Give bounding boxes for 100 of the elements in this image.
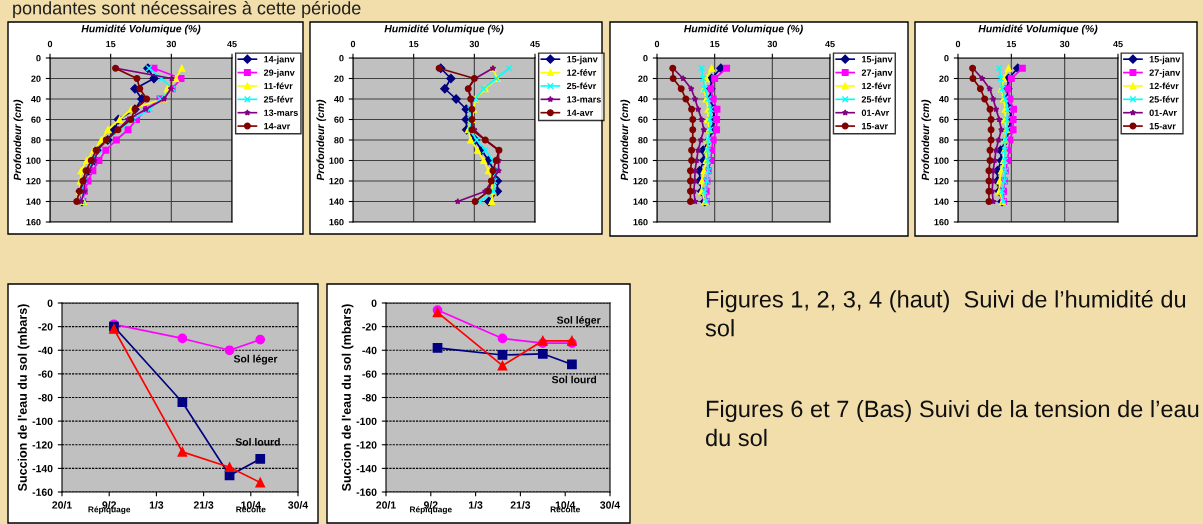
x-tick-label: 1/3 (149, 501, 164, 509)
y-tick-label: 120 (633, 177, 648, 185)
x-tick-label: 15 (1006, 40, 1017, 48)
y-tick-label: 120 (934, 177, 949, 185)
y-tick-label: -140 (32, 464, 53, 473)
legend-label: 15-avr (1149, 123, 1176, 130)
legend-label: 14-avr (264, 123, 291, 130)
text: Figures 6 et 7 (Bas) Suivi de la tension de l’eau du sol (705, 400, 1199, 447)
x-tick-label: 15 (106, 40, 116, 48)
x-tick-label: 20/1 (52, 501, 72, 509)
x-axis-title: Humidité Volumique (%) (978, 24, 1098, 35)
y-tick-label: 160 (26, 218, 41, 226)
legend-label: 13-mars (264, 109, 298, 116)
x-tick-label: 45 (1113, 40, 1123, 48)
legend-label: 12-févr (862, 82, 891, 90)
legend-label: 27-janv (861, 69, 893, 78)
y-axis-title: Profondeur (cm) (620, 99, 631, 181)
legend-label: 14-avr (567, 109, 594, 116)
x-tick-label: 30 (469, 40, 479, 48)
x-tick-label: 20/1 (376, 501, 396, 509)
x-tick-label: 30 (166, 40, 176, 48)
y-tick-label: 100 (26, 157, 41, 164)
y-tick-label: -80 (38, 394, 53, 402)
y-tick-label: -160 (356, 488, 377, 496)
y-tick-label: -140 (356, 464, 377, 473)
x-tick-label: 45 (530, 40, 540, 48)
x-tick-label: 45 (227, 40, 237, 48)
y-tick-label: 0 (944, 54, 949, 62)
y-tick-label: -40 (38, 346, 53, 355)
x-tick-label: 30/4 (288, 501, 309, 509)
y-tick-label: 100 (934, 157, 949, 164)
legend-label: 25-févr (263, 95, 294, 103)
y-tick-label: 0 (339, 54, 344, 62)
legend-label: 15-janv (567, 55, 598, 65)
y-tick-label: 40 (334, 95, 344, 103)
y-axis-title: Succion de l'eau du sol (mbars) (341, 304, 354, 491)
y-tick-label: -80 (362, 394, 377, 402)
legend-label: 13-mars (567, 96, 601, 103)
y-tick-label: 140 (934, 198, 949, 205)
y-tick-label: 0 (36, 54, 41, 62)
y-axis-title: Profondeur (cm) (921, 99, 932, 181)
y-tick-label: 160 (633, 218, 648, 226)
text: pondantes sont nécessaires à cette période (13, 1, 361, 19)
text: Figures 1, 2, 3, 4 (haut) Suivi de l’humidité du sol (705, 290, 1186, 337)
legend-label: 29-janv (263, 69, 295, 78)
y-tick-label: -40 (362, 346, 377, 355)
legend-label: 12-févr (567, 69, 597, 76)
y-tick-label: 0 (47, 299, 53, 307)
y-tick-label: 80 (31, 136, 41, 144)
legend-label: 15-avr (862, 123, 888, 130)
legend-label: 25-févr (861, 95, 891, 103)
legend-label: 01-Avr (861, 109, 890, 116)
y-tick-label: 140 (633, 198, 648, 205)
y-tick-label: 60 (638, 116, 648, 123)
legend-label: 15-janv (1149, 55, 1181, 65)
y-tick-label: 80 (334, 136, 344, 144)
annotation: Sol léger (556, 316, 601, 326)
x-tick-label: 21/3 (510, 501, 531, 509)
x-tick-label: 15 (710, 40, 720, 48)
y-tick-label: 140 (26, 198, 41, 205)
y-tick-label: 120 (26, 177, 41, 185)
y-tick-label: 120 (329, 177, 344, 185)
y-axis-title: Succion de l'eau du sol (mbars) (17, 304, 30, 491)
y-tick-label: 80 (638, 136, 648, 144)
y-tick-label: -20 (362, 323, 377, 331)
y-tick-label: 20 (31, 75, 41, 82)
legend-label: 25-févr (566, 82, 597, 90)
y-axis-title: Profondeur (cm) (13, 99, 24, 181)
x-axis-title: Humidité Volumique (%) (81, 24, 201, 35)
y-tick-label: 100 (633, 157, 648, 164)
y-tick-label: 0 (371, 299, 377, 307)
y-tick-label: 140 (329, 198, 344, 205)
legend-label: 11-févr (264, 82, 293, 90)
legend-label: 01-Avr (1149, 109, 1177, 116)
y-tick-label: -100 (32, 417, 53, 425)
y-tick-label: 40 (638, 95, 648, 103)
x-tick-label: 0 (654, 40, 660, 48)
y-tick-label: -60 (38, 370, 53, 378)
y-tick-label: -160 (32, 488, 53, 496)
y-tick-label: 160 (329, 218, 344, 226)
x-tick-label: 0 (350, 40, 356, 48)
y-tick-label: 20 (334, 75, 344, 82)
y-tick-label: 40 (31, 95, 41, 103)
y-axis-title: Profondeur (cm) (316, 99, 327, 181)
y-tick-label: -120 (32, 441, 53, 449)
x-tick-label: 30 (1059, 40, 1070, 48)
x-axis-title: Humidité Volumique (%) (384, 24, 504, 35)
legend-label: 14-janv (264, 55, 295, 65)
y-tick-label: 40 (939, 95, 949, 103)
annotation: Sol léger (233, 354, 278, 365)
x-tick-label: 15 (409, 40, 419, 48)
y-tick-label: 20 (939, 75, 949, 82)
x-axis-title: Humidité Volumique (%) (683, 24, 803, 35)
y-tick-label: -120 (356, 441, 377, 449)
y-tick-label: 60 (334, 116, 344, 123)
y-tick-label: -60 (362, 370, 377, 378)
x-tick-label: 30 (767, 40, 777, 48)
y-tick-label: 100 (329, 157, 344, 164)
y-tick-label: 20 (638, 75, 648, 82)
annotation: Sol lourd (551, 375, 597, 384)
